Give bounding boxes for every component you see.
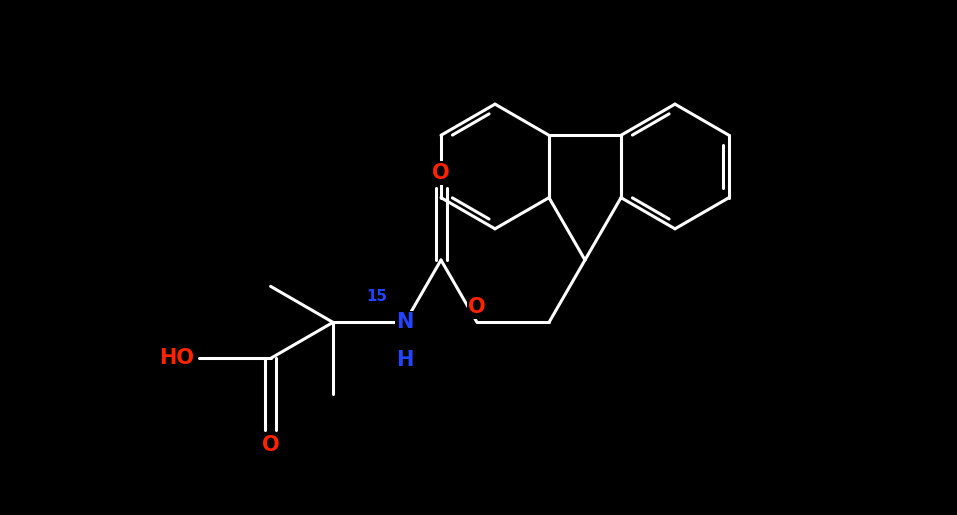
Text: N: N — [396, 313, 413, 332]
Text: O: O — [433, 163, 450, 183]
Text: 15: 15 — [367, 289, 387, 304]
Text: O: O — [262, 435, 279, 455]
Text: HO: HO — [159, 348, 193, 368]
Text: O: O — [468, 297, 486, 317]
Text: H: H — [396, 350, 413, 370]
